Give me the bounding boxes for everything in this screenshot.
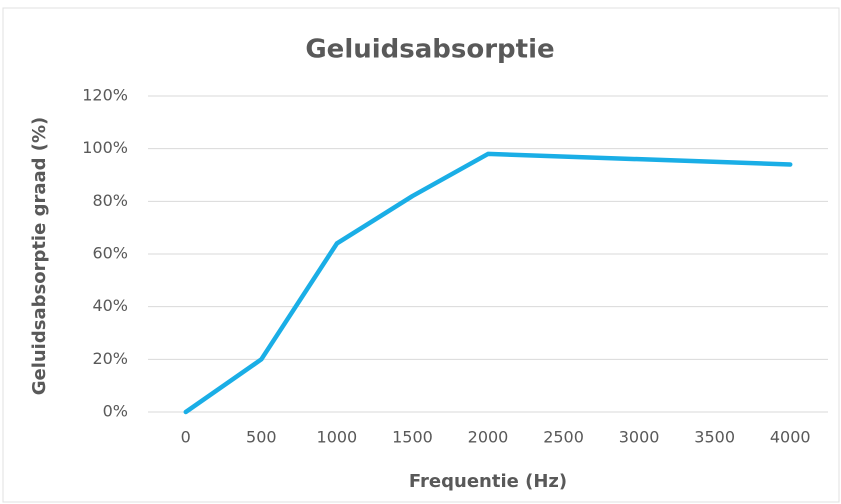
x-tick-label: 3500 — [694, 428, 735, 447]
x-axis-title: Frequentie (Hz) — [409, 471, 567, 492]
y-tick-label: 80% — [92, 191, 128, 210]
y-tick-label: 0% — [103, 402, 128, 421]
x-tick-label: 3000 — [619, 428, 660, 447]
x-tick-label: 4000 — [770, 428, 811, 447]
x-tick-label: 1500 — [392, 428, 433, 447]
chart-title: Geluidsabsorptie — [305, 35, 554, 65]
x-tick-label: 500 — [246, 428, 277, 447]
x-tick-label: 1000 — [317, 428, 358, 447]
y-tick-label: 60% — [92, 244, 128, 263]
data-line — [183, 151, 793, 415]
x-tick-label: 2500 — [543, 428, 584, 447]
y-tick-label: 100% — [82, 138, 128, 157]
y-tick-label: 20% — [92, 349, 128, 368]
y-tick-label: 40% — [92, 296, 128, 315]
y-axis-title: Geluidsabsorptie graad (%) — [29, 117, 50, 396]
chart-border — [2, 7, 840, 503]
x-tick-label: 0 — [181, 428, 191, 447]
y-tick-label: 120% — [82, 86, 128, 105]
x-tick-label: 2000 — [468, 428, 509, 447]
